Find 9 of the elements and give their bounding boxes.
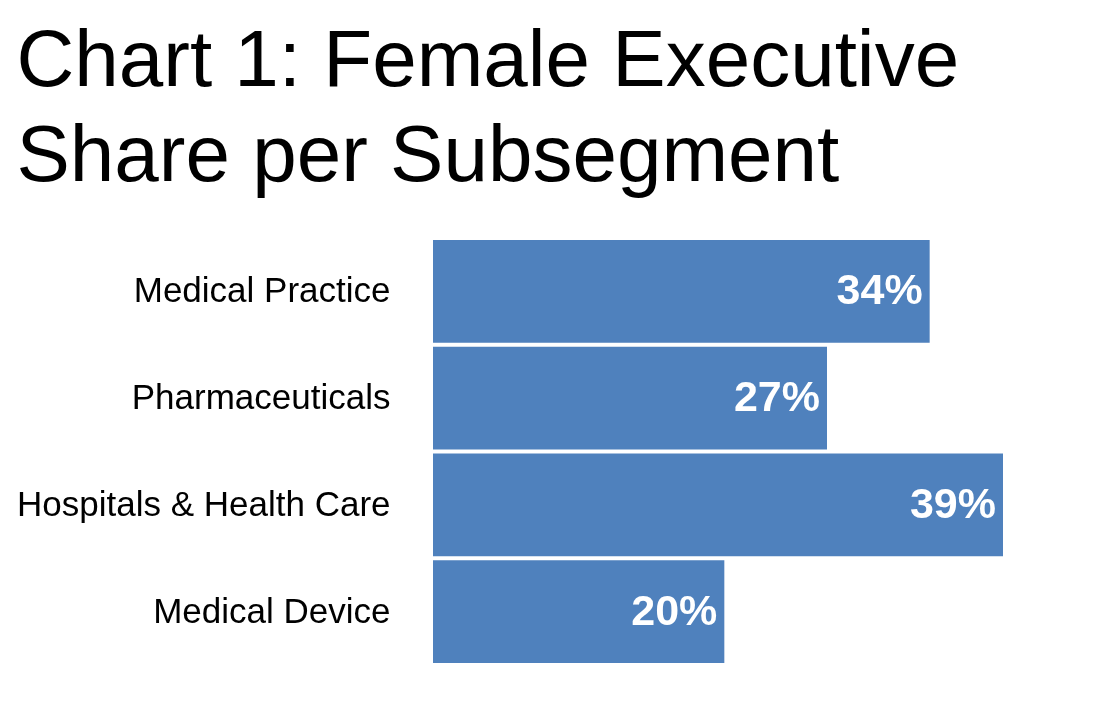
y-tick-label: Medical Practice — [133, 270, 391, 310]
chart-title: Chart 1: Female Executive Share per Subsegment — [16, 14, 960, 198]
data-label: 39% — [909, 478, 996, 527]
data-label: 34% — [836, 265, 923, 314]
y-tick-label: Hospitals & Health Care — [17, 483, 391, 523]
y-tick-label: Pharmaceuticals — [131, 377, 391, 417]
data-label: 27% — [733, 372, 820, 421]
y-tick-label: Medical Device — [153, 590, 391, 630]
data-label: 20% — [631, 585, 718, 634]
